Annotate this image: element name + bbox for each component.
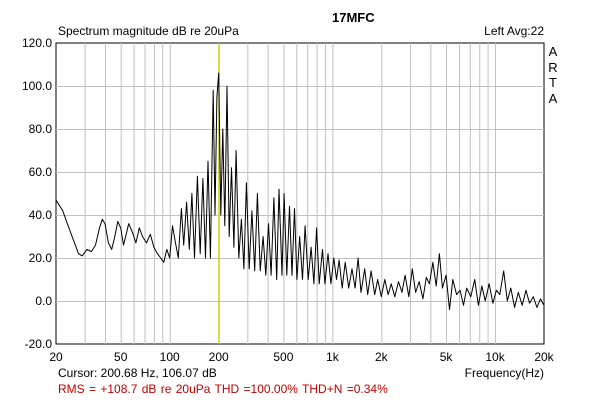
x-tick-label: 200 (208, 350, 229, 364)
y-tick-label: 120.0 (21, 36, 52, 50)
x-tick-label: 20k (534, 350, 554, 364)
y-tick-label: 0.0 (35, 294, 52, 308)
x-tick-label: 10k (485, 350, 505, 364)
stats-readout: RMS = +108.7 dB re 20uPa THD =100.00% TH… (58, 382, 388, 396)
plot-area (55, 42, 545, 345)
x-tick-label: 2k (374, 350, 388, 364)
spectrum-trace (55, 72, 545, 311)
cursor-readout: Cursor: 200.68 Hz, 106.07 dB (58, 366, 217, 380)
watermark-letter: T (549, 75, 557, 90)
x-tick-label: 100 (159, 350, 180, 364)
x-tick-label: 50 (114, 350, 128, 364)
watermark-letter: R (548, 59, 558, 75)
x-tick-label: 5k (439, 350, 453, 364)
x-axis-label: Frequency(Hz) (464, 366, 544, 380)
x-tick-label: 500 (273, 350, 294, 364)
y-tick-label: 20.0 (28, 251, 52, 265)
chart-title: 17MFC (332, 10, 375, 25)
arta-watermark: A R T A (548, 44, 558, 106)
y-tick-label: 60.0 (28, 165, 52, 179)
x-tick-label: 1k (326, 350, 339, 364)
y-tick-label: 100.0 (21, 79, 52, 93)
channel-avg-label: Left Avg:22 (484, 24, 544, 38)
y-tick-label: 40.0 (28, 208, 52, 222)
spectrum-trace-group (55, 72, 545, 311)
y-axis-label: Spectrum magnitude dB re 20uPa (58, 24, 239, 38)
y-tick-label: 80.0 (28, 122, 52, 136)
watermark-letter: A (548, 44, 558, 59)
y-tick-label: -20.0 (24, 337, 52, 351)
x-tick-label: 20 (49, 350, 63, 364)
watermark-letter: A (548, 90, 558, 106)
